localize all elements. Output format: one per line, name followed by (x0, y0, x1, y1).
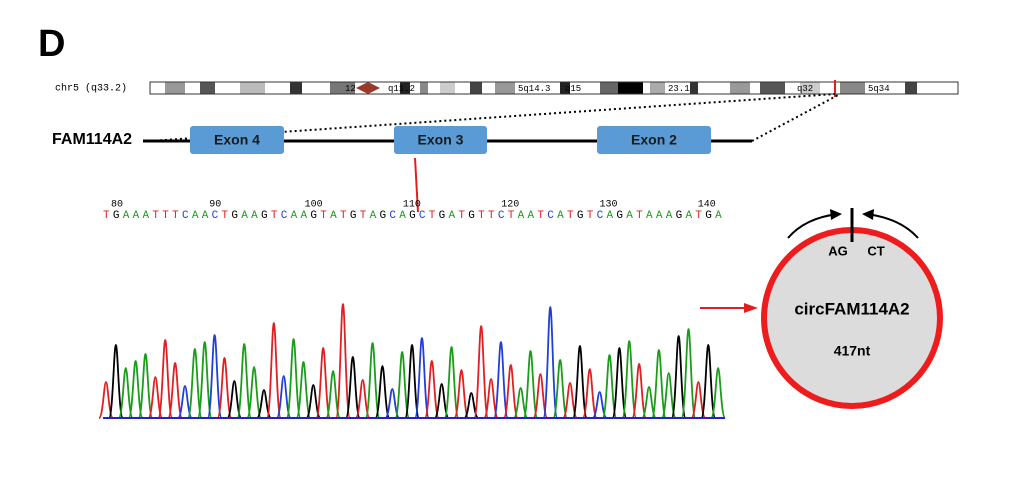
band-label: 5q14.3 (518, 84, 550, 94)
chromosome-band (760, 82, 785, 94)
chromosome-band (800, 82, 820, 94)
chromosome-band (618, 82, 643, 94)
circrna-name: circFAM114A2 (794, 299, 909, 318)
chromosome-band (495, 82, 515, 94)
band-label: q15 (565, 84, 581, 94)
chromosome-band (440, 82, 455, 94)
chromosome-band (330, 82, 355, 94)
junction-label: CT (867, 243, 884, 258)
position-label: 110 (403, 200, 421, 211)
circrna-length: 417nt (834, 343, 871, 359)
panel-label: D (38, 23, 65, 65)
junction-pointer (414, 157, 419, 213)
exon (597, 126, 711, 154)
chromosome-band (690, 82, 698, 94)
exon-label: Exon 3 (418, 132, 464, 148)
chromosome-band (240, 82, 265, 94)
chromatogram (98, 303, 727, 419)
band-label: 12 (345, 84, 356, 94)
chromosome-band (560, 82, 570, 94)
band-label: 23.1 (668, 84, 690, 94)
arc-arrow-head (830, 209, 842, 220)
chromosome-band (600, 82, 618, 94)
junction-label: AG (828, 243, 848, 258)
gene-name: FAM114A2 (52, 131, 132, 148)
arrow-head (744, 303, 758, 313)
band-label: 5q34 (868, 84, 890, 94)
chromosome-band (730, 82, 750, 94)
centromere (356, 82, 380, 94)
chromosome-band (650, 82, 665, 94)
exon-label: Exon 2 (631, 132, 677, 148)
arc-arrow-head (862, 209, 874, 220)
chromosome-ideogram: 12 q11.2 5q14.3 q15 23.1 q32 5q34 (149, 81, 959, 95)
chromosome-band (290, 82, 302, 94)
position-label: 140 (698, 200, 716, 211)
band-label: q11.2 (388, 84, 415, 94)
position-label: 130 (599, 200, 617, 211)
exon (190, 126, 284, 154)
chromosome-band (905, 82, 917, 94)
band-label: q32 (797, 84, 813, 94)
chromosome-band (840, 82, 865, 94)
position-label: 80 (111, 200, 123, 211)
exon (394, 126, 487, 154)
zoom-line (751, 93, 841, 142)
chromosome-label: chr5 (q33.2) (55, 83, 127, 95)
position-label: 100 (305, 200, 323, 211)
position-label: 120 (501, 200, 519, 211)
chromosome-band (165, 82, 185, 94)
chromosome-band (470, 82, 482, 94)
position-label: 90 (209, 200, 221, 211)
chromosome-band (400, 82, 410, 94)
chromosome-band (200, 82, 215, 94)
exon-label: Exon 4 (214, 132, 260, 148)
chromosome-band (420, 82, 428, 94)
